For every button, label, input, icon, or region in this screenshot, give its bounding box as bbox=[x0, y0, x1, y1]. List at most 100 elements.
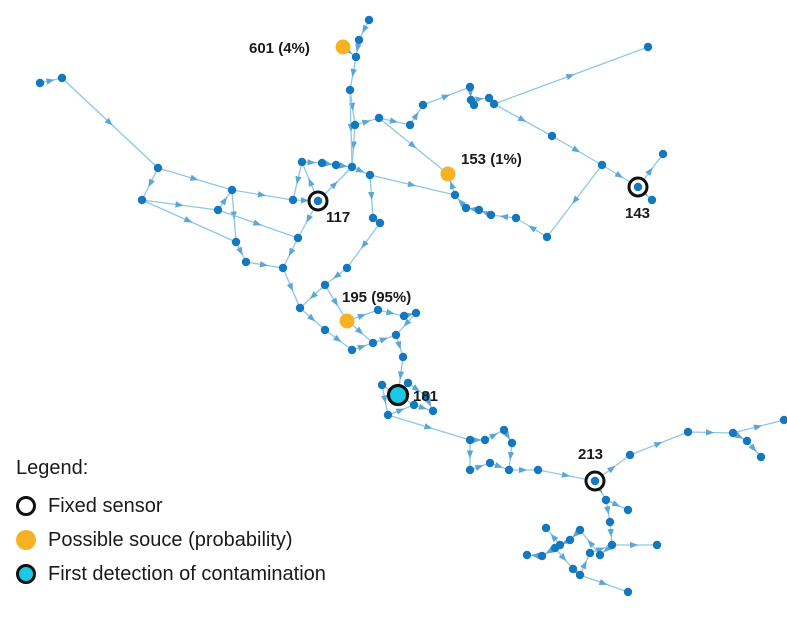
pipe-edge bbox=[493, 46, 649, 105]
network-node bbox=[756, 452, 766, 462]
legend-title: Legend: bbox=[16, 457, 89, 479]
network-node bbox=[480, 435, 490, 445]
pipe-edge bbox=[369, 174, 456, 196]
network-node bbox=[351, 52, 361, 62]
network-node bbox=[365, 170, 375, 180]
network-node bbox=[537, 551, 547, 561]
network-node bbox=[623, 505, 633, 515]
network-node bbox=[428, 406, 438, 416]
network-node bbox=[295, 303, 305, 313]
ring-icon bbox=[16, 496, 36, 516]
network-node bbox=[383, 410, 393, 420]
pipe-edge bbox=[378, 117, 449, 175]
sensor-node-143-core bbox=[633, 182, 643, 192]
pipe-edge bbox=[346, 222, 381, 269]
pipe-edge bbox=[546, 164, 603, 238]
source-node-153 bbox=[440, 166, 456, 182]
pipe-edge bbox=[245, 261, 284, 269]
network-nodes bbox=[35, 15, 787, 597]
pipe-edge bbox=[347, 89, 355, 168]
network-node bbox=[227, 185, 237, 195]
network-node bbox=[533, 465, 543, 475]
pipe-edge bbox=[282, 267, 301, 309]
network-node bbox=[474, 205, 484, 215]
pipe-edge bbox=[395, 312, 417, 336]
network-node bbox=[297, 157, 307, 167]
pipe-edge bbox=[324, 267, 348, 286]
network-node bbox=[399, 311, 409, 321]
pipe-edge bbox=[141, 167, 159, 201]
legend-label-first-detection: First detection of contamination bbox=[48, 562, 326, 585]
network-node bbox=[213, 205, 223, 215]
network-node bbox=[484, 93, 494, 103]
network-node bbox=[728, 428, 738, 438]
network-node bbox=[469, 100, 479, 110]
pipe-edge bbox=[377, 308, 405, 317]
network-node bbox=[411, 308, 421, 318]
network-node bbox=[522, 550, 532, 560]
network-node bbox=[405, 120, 415, 130]
legend-item-fixed-sensor: Fixed sensor bbox=[16, 489, 326, 523]
network-node bbox=[683, 427, 693, 437]
network-node bbox=[575, 525, 585, 535]
sensor-node-213-core bbox=[590, 476, 600, 486]
network-node bbox=[320, 325, 330, 335]
network-node bbox=[601, 495, 611, 505]
label-source-153: 153 (1%) bbox=[461, 151, 522, 168]
network-node bbox=[373, 305, 383, 315]
network-node bbox=[368, 213, 378, 223]
pipe-edge bbox=[368, 174, 375, 219]
pipe-edge bbox=[422, 86, 471, 106]
orange-dot-icon bbox=[16, 530, 36, 550]
network-node bbox=[57, 73, 67, 83]
network-node bbox=[153, 163, 163, 173]
pipe-edge bbox=[579, 574, 629, 593]
network-node bbox=[652, 540, 662, 550]
network-node bbox=[354, 35, 364, 45]
pipe-edge bbox=[493, 103, 553, 137]
network-node bbox=[347, 162, 357, 172]
network-node bbox=[241, 257, 251, 267]
network-node bbox=[374, 113, 384, 123]
pipe-edge bbox=[515, 217, 548, 238]
network-node bbox=[421, 391, 431, 401]
pipe-edge bbox=[387, 404, 415, 416]
network-node bbox=[625, 450, 635, 460]
network-node bbox=[331, 160, 341, 170]
network-node bbox=[461, 203, 471, 213]
network-node bbox=[377, 380, 387, 390]
legend-label-fixed-sensor: Fixed sensor bbox=[48, 494, 163, 517]
legend: Legend: Fixed sensor Possible souce (pro… bbox=[16, 457, 326, 591]
cyan-ringed-dot-icon bbox=[16, 564, 36, 584]
network-node bbox=[547, 131, 557, 141]
network-node bbox=[350, 120, 360, 130]
network-node bbox=[575, 570, 585, 580]
pipe-edge bbox=[231, 189, 294, 201]
network-node bbox=[465, 82, 475, 92]
pipe-edge bbox=[299, 284, 326, 309]
legend-item-first-detection: First detection of contamination bbox=[16, 557, 326, 591]
network-node bbox=[485, 458, 495, 468]
network-node bbox=[418, 100, 428, 110]
network-node bbox=[375, 218, 385, 228]
pipe-edge bbox=[732, 419, 785, 434]
label-source-195: 195 (95%) bbox=[342, 289, 411, 306]
label-sensor-213: 213 bbox=[578, 446, 603, 463]
pipe-edge bbox=[324, 329, 353, 351]
network-node bbox=[542, 232, 552, 242]
pipe-edge bbox=[141, 199, 219, 211]
highlighted-nodes bbox=[307, 39, 649, 492]
legend-label-possible-source: Possible souce (probability) bbox=[48, 528, 293, 551]
network-node bbox=[647, 195, 657, 205]
network-node bbox=[317, 158, 327, 168]
pipe-edge bbox=[507, 442, 515, 471]
label-sensor-181: 181 bbox=[413, 388, 438, 405]
sensor-node-117-core bbox=[313, 196, 323, 206]
network-node bbox=[585, 548, 595, 558]
network-node bbox=[288, 195, 298, 205]
network-node bbox=[597, 160, 607, 170]
pipe-edge bbox=[61, 77, 159, 169]
network-node bbox=[643, 42, 653, 52]
network-node bbox=[450, 190, 460, 200]
pipe-edge bbox=[348, 89, 356, 126]
